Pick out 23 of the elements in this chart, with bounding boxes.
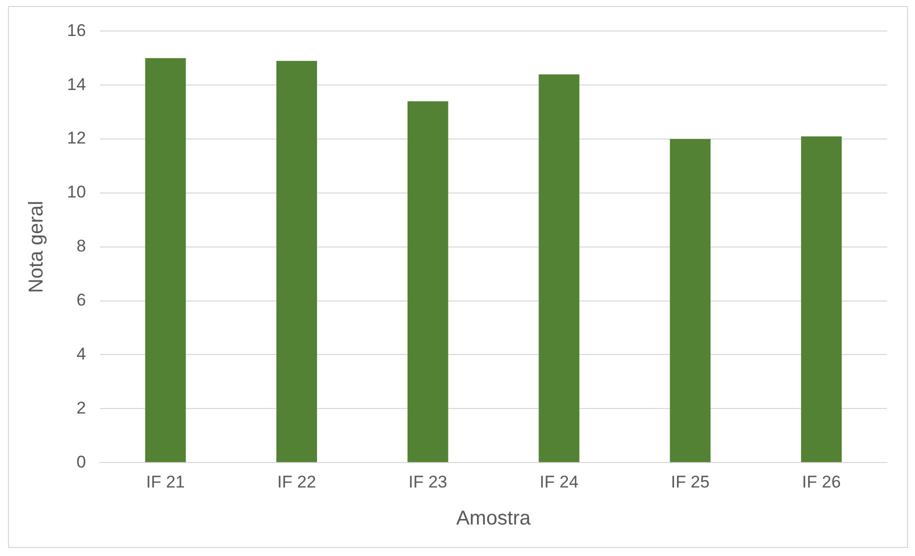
y-tick-label: 2 <box>76 398 86 418</box>
y-tick-label: 10 <box>66 182 86 202</box>
x-axis-title: Amostra <box>456 508 532 530</box>
y-tick-label: 14 <box>66 74 86 94</box>
bar <box>408 101 448 462</box>
bar <box>276 60 318 462</box>
y-tick-label: 6 <box>76 290 86 310</box>
x-tick-label: IF 23 <box>408 472 448 492</box>
x-tick-label: IF 26 <box>802 472 841 492</box>
y-tick-label: 12 <box>66 128 86 148</box>
y-tick-label: 8 <box>76 236 86 256</box>
bar <box>538 74 580 462</box>
bar <box>145 58 186 462</box>
bar <box>670 139 711 462</box>
y-tick-label: 4 <box>76 344 86 364</box>
y-tick-label: 16 <box>66 20 86 40</box>
bar <box>801 136 842 462</box>
x-tick-label: IF 22 <box>277 472 316 492</box>
y-tick-label: 0 <box>76 452 86 472</box>
x-tick-label: IF 24 <box>540 472 578 492</box>
x-tick-label: IF 21 <box>146 472 185 492</box>
y-axis-title: Nota geral <box>26 200 48 294</box>
x-tick-label: IF 25 <box>670 472 710 492</box>
